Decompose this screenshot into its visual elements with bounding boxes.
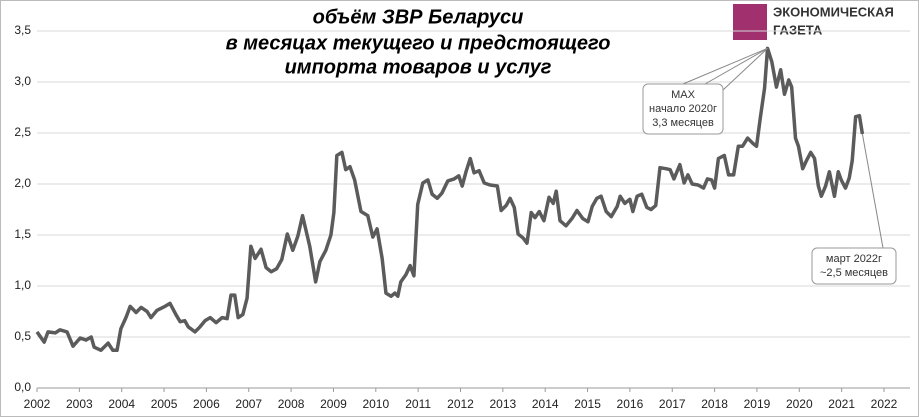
- y-tick-label: 2,0: [14, 176, 31, 190]
- annotation: начало 2020г: [649, 103, 717, 115]
- chart-title: импорта товаров и услуг: [285, 56, 552, 78]
- x-tick-label: 2013: [489, 397, 516, 411]
- y-tick-label: 3,5: [14, 23, 31, 37]
- annotation: MAX: [671, 89, 696, 101]
- x-tick-label: 2018: [701, 397, 728, 411]
- annotation: март 2022г: [826, 253, 882, 265]
- x-tick-label: 2021: [828, 397, 855, 411]
- x-tick-label: 2005: [151, 397, 178, 411]
- x-tick-label: 2003: [66, 397, 93, 411]
- annotation: 3,3 месяцев: [652, 117, 714, 129]
- logo-text: ЭКОНОМИЧЕСКАЯ: [773, 4, 894, 19]
- x-tick-label: 2006: [193, 397, 220, 411]
- x-tick-label: 2019: [744, 397, 771, 411]
- chart-title: в месяцах текущего и предстоящего: [226, 32, 611, 54]
- logo-text: ГАЗЕТА: [773, 22, 823, 37]
- x-tick-label: 2011: [405, 397, 431, 411]
- x-tick-label: 2008: [278, 397, 305, 411]
- x-tick-label: 2014: [532, 397, 559, 411]
- chart-title: объём ЗВР Беларуси: [313, 6, 524, 28]
- y-tick-label: 3,0: [14, 74, 31, 88]
- x-tick-label: 2009: [320, 397, 347, 411]
- logo-icon: [733, 4, 767, 40]
- x-tick-label: 2017: [659, 397, 686, 411]
- y-tick-label: 0,0: [14, 380, 31, 394]
- y-tick-label: 1,5: [14, 227, 31, 241]
- data-line: [35, 46, 865, 353]
- y-tick-label: 2,5: [14, 125, 31, 139]
- callout-box: [642, 83, 724, 135]
- callout-line: [861, 133, 884, 249]
- x-tick-label: 2022: [871, 397, 898, 411]
- callout-line: [704, 47, 768, 85]
- x-tick-label: 2015: [574, 397, 601, 411]
- callout-line: [682, 47, 768, 85]
- callout-line: [722, 47, 768, 91]
- x-tick-label: 2007: [235, 397, 262, 411]
- callout-box: [811, 247, 897, 285]
- x-tick-label: 2012: [447, 397, 474, 411]
- annotation: ~2,5 месяцев: [820, 267, 888, 279]
- x-tick-label: 2016: [617, 397, 644, 411]
- x-tick-label: 2002: [24, 397, 51, 411]
- y-tick-label: 1,0: [14, 278, 31, 292]
- y-tick-label: 0,5: [14, 329, 31, 343]
- x-tick-label: 2010: [362, 397, 389, 411]
- x-tick-label: 2004: [108, 397, 135, 411]
- x-tick-label: 2020: [786, 397, 813, 411]
